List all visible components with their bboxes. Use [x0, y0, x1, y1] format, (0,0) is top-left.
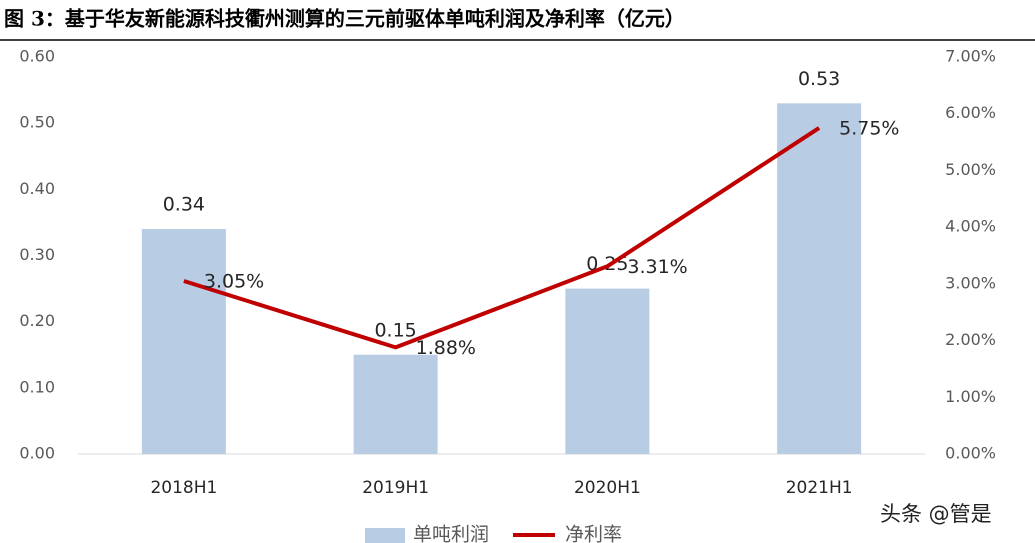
y-tick-label: 0.50 [19, 113, 55, 132]
x-tick-label: 2021H1 [786, 478, 853, 498]
line-value-label: 3.31% [627, 256, 687, 278]
y2-tick-label: 2.00% [945, 330, 996, 349]
bar [353, 354, 438, 454]
y2-tick-label: 7.00% [945, 47, 996, 66]
line [183, 126, 821, 350]
y2-tick-label: 1.00% [945, 387, 996, 406]
bar-value-label: 0.53 [798, 68, 840, 90]
y2-tick-label: 3.00% [945, 273, 996, 292]
legend-swatch [365, 528, 405, 543]
y2-tick-label: 0.00% [945, 444, 996, 463]
y2-tick-label: 4.00% [945, 217, 996, 236]
bar [141, 229, 226, 454]
bar [565, 288, 650, 454]
bar-value-label: 0.15 [374, 319, 416, 341]
y-tick-label: 0.00 [19, 444, 55, 463]
chart-title: 图 3：基于华友新能源科技衢州测算的三元前驱体单吨利润及净利率（亿元） [4, 7, 685, 31]
x-tick-label: 2020H1 [574, 478, 641, 498]
line-value-label: 5.75% [839, 117, 899, 139]
y2-tick-label: 5.00% [945, 160, 996, 179]
y2-tick-label: 6.00% [945, 103, 996, 122]
y-tick-label: 0.60 [19, 47, 55, 66]
y-tick-label: 0.10 [19, 377, 55, 396]
y-tick-label: 0.30 [19, 245, 55, 264]
bar-value-label: 0.34 [163, 194, 205, 216]
bar [777, 103, 862, 455]
line-value-label: 3.05% [204, 271, 264, 293]
y-tick-label: 0.20 [19, 311, 55, 330]
watermark: 头条 @管是 [880, 502, 992, 526]
y-tick-label: 0.40 [19, 179, 55, 198]
x-tick-label: 2018H1 [150, 478, 217, 498]
legend-label: 净利率 [565, 524, 622, 543]
x-tick-label: 2019H1 [362, 478, 429, 498]
line-value-label: 1.88% [416, 337, 476, 359]
legend-label: 单吨利润 [413, 524, 489, 543]
